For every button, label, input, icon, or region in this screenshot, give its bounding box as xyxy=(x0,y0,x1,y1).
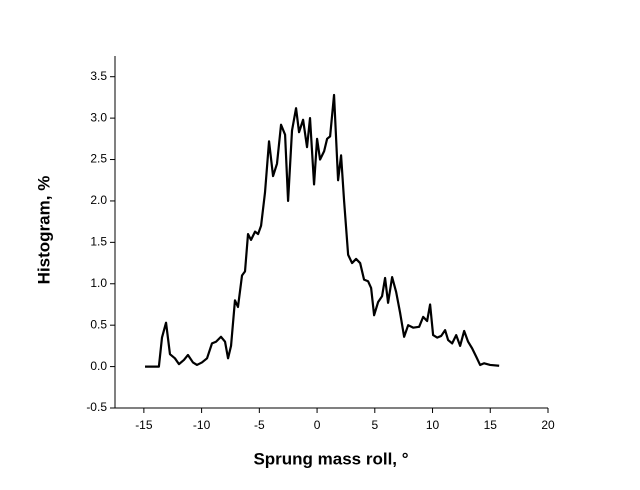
y-axis-title: Histogram, % xyxy=(34,176,53,285)
x-axis-title: Sprung mass roll, ° xyxy=(253,449,408,468)
y-tick-label: 3.0 xyxy=(90,110,107,124)
y-tick-label: 3.5 xyxy=(90,69,107,83)
x-tick-label: 5 xyxy=(371,418,378,432)
data-line xyxy=(145,93,500,368)
x-tick-label: -10 xyxy=(193,418,211,432)
y-tick-label: 1.0 xyxy=(90,276,107,290)
y-tick-label: 0.0 xyxy=(90,359,107,373)
y-tick-label: 2.0 xyxy=(90,193,107,207)
x-tick-label: 20 xyxy=(541,418,555,432)
x-tick-label: -5 xyxy=(254,418,265,432)
x-tick-label: 10 xyxy=(426,418,440,432)
y-tick-label: 0.5 xyxy=(90,317,107,331)
y-tick-label: 2.5 xyxy=(90,152,107,166)
x-tick-label: 15 xyxy=(484,418,498,432)
x-tick-label: 0 xyxy=(314,418,321,432)
x-tick-label: -15 xyxy=(135,418,153,432)
y-tick-label: 1.5 xyxy=(90,235,107,249)
y-tick-label: -0.5 xyxy=(86,400,107,414)
